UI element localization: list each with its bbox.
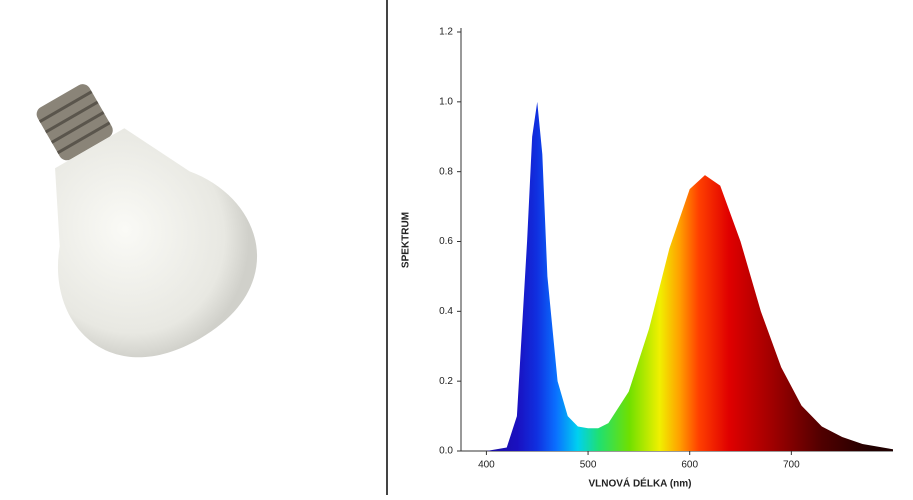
x-tick-label: 400 [478, 460, 495, 471]
y-tick-label: 0.6 [439, 236, 453, 247]
x-tick-label: 500 [580, 460, 597, 471]
y-tick-label: 0.0 [439, 446, 453, 457]
spectrum-area [461, 101, 893, 451]
bulb-photo [36, 84, 257, 358]
y-tick-label: 1.2 [439, 27, 453, 38]
y-tick-label: 0.4 [439, 306, 453, 317]
x-axis-label: VLNOVÁ DÉLKA (nm) [589, 477, 692, 490]
x-tick-label: 700 [783, 460, 800, 471]
y-tick-label: 1.0 [439, 96, 453, 107]
x-tick-label: 600 [681, 460, 698, 471]
y-tick-label: 0.2 [439, 376, 453, 387]
y-tick-label: 0.8 [439, 166, 453, 177]
y-axis-label: SPEKTRUM [401, 212, 412, 268]
